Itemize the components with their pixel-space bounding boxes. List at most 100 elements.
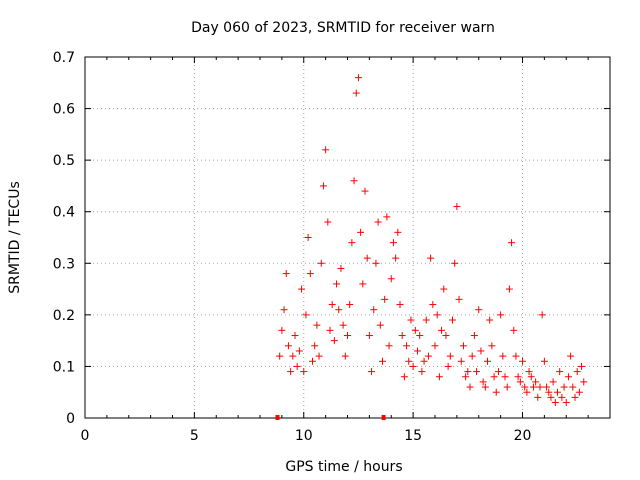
data-point	[284, 342, 292, 350]
data-point	[547, 393, 555, 401]
data-point	[374, 218, 382, 226]
data-point	[276, 352, 284, 360]
data-point	[431, 342, 439, 350]
x-axis-label: GPS time / hours	[285, 459, 402, 475]
axis-marker	[275, 415, 280, 420]
data-point	[311, 342, 319, 350]
data-point	[313, 321, 321, 329]
x-tick-label: 20	[514, 428, 532, 444]
y-axis-label: SRMTID / TECUs	[7, 181, 23, 294]
data-point	[370, 306, 378, 314]
data-point	[567, 352, 575, 360]
data-point	[282, 270, 290, 278]
data-point	[453, 203, 461, 211]
data-point	[394, 228, 402, 236]
data-point	[424, 352, 432, 360]
data-point	[306, 270, 314, 278]
data-point	[280, 306, 288, 314]
data-point	[438, 326, 446, 334]
data-point	[420, 357, 428, 365]
data-point	[481, 383, 489, 391]
data-point	[562, 399, 570, 407]
data-point	[422, 316, 430, 324]
data-point	[475, 306, 483, 314]
data-point	[317, 259, 325, 267]
y-tick-label: 0.7	[53, 50, 75, 66]
data-point	[346, 301, 354, 309]
data-point	[534, 393, 542, 401]
data-point	[468, 352, 476, 360]
data-point	[359, 280, 367, 288]
data-point	[444, 362, 452, 370]
data-point	[549, 378, 557, 386]
data-point	[319, 182, 327, 190]
data-point	[411, 326, 419, 334]
data-point	[289, 352, 297, 360]
data-point	[328, 301, 336, 309]
data-point	[514, 373, 522, 381]
grid	[85, 57, 610, 418]
data-point	[484, 357, 491, 365]
data-point	[521, 383, 529, 391]
data-point	[381, 295, 389, 303]
data-point	[322, 146, 330, 154]
data-point	[293, 362, 301, 370]
data-point	[554, 388, 561, 396]
data-point	[418, 368, 426, 376]
data-point	[545, 388, 553, 396]
data-point	[365, 331, 373, 339]
y-tick-label: 0.6	[53, 102, 75, 118]
data-point	[368, 368, 376, 376]
data-point	[516, 378, 524, 386]
data-point	[330, 337, 338, 345]
data-point	[357, 228, 365, 236]
data-point	[560, 383, 568, 391]
data-point	[573, 368, 581, 376]
data-point	[341, 352, 349, 360]
data-point	[376, 321, 384, 329]
data-point	[352, 89, 360, 97]
x-tick-label: 0	[81, 428, 90, 444]
data-point	[575, 388, 583, 396]
data-point	[409, 362, 417, 370]
y-tick-label: 0.3	[53, 256, 75, 272]
y-tick-label: 0.1	[53, 359, 75, 375]
data-point	[525, 368, 533, 376]
data-point	[298, 285, 306, 293]
y-tick-labels: 0 0.1 0.2 0.3 0.4 0.5 0.6 0.7	[53, 50, 75, 427]
data-point	[400, 373, 408, 381]
data-point	[519, 357, 526, 365]
data-point	[363, 254, 371, 262]
data-point	[490, 373, 498, 381]
x-tick-label: 10	[295, 428, 313, 444]
data-point	[291, 331, 299, 339]
data-point	[558, 393, 566, 401]
data-point	[505, 285, 513, 293]
data-point	[300, 368, 308, 376]
data-point	[455, 295, 463, 303]
data-point	[527, 373, 535, 381]
data-point	[540, 357, 548, 365]
data-point	[429, 301, 437, 309]
axis-ticks	[84, 56, 610, 419]
data-point	[508, 239, 516, 247]
data-point	[488, 342, 496, 350]
data-point	[457, 357, 465, 365]
data-point	[295, 347, 303, 355]
data-point	[459, 342, 467, 350]
data-point	[564, 373, 572, 381]
data-point	[486, 316, 494, 324]
data-point	[571, 393, 579, 401]
data-point	[466, 383, 474, 391]
data-point	[497, 311, 505, 319]
data-point	[462, 373, 470, 381]
y-tick-label: 0	[66, 411, 75, 427]
data-point	[387, 275, 395, 283]
data-point	[396, 301, 404, 309]
data-point	[315, 352, 323, 360]
data-point	[492, 388, 500, 396]
data-point	[348, 239, 356, 247]
data-point	[433, 311, 441, 319]
data-point	[304, 234, 312, 241]
data-point	[451, 259, 459, 267]
